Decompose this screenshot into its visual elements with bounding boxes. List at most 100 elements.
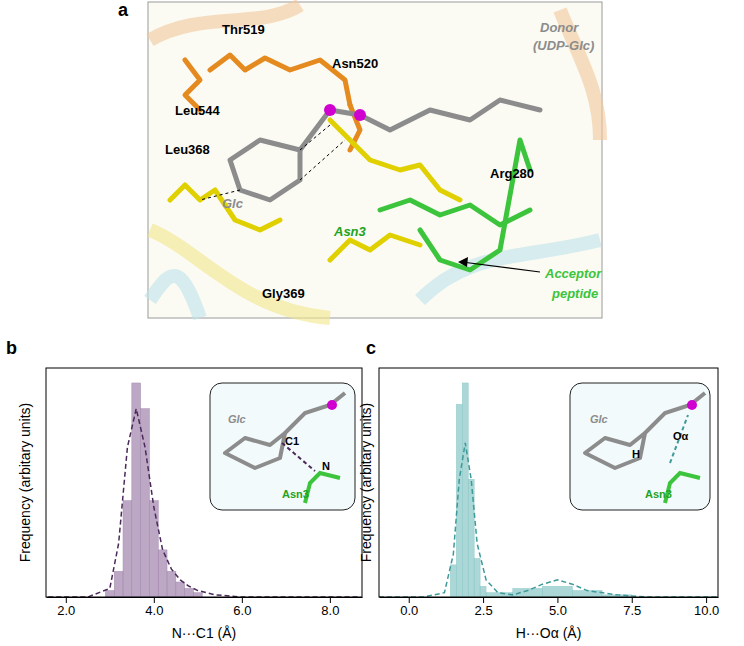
arrow: [462, 262, 540, 272]
inset-label: H: [632, 448, 640, 460]
inset-box: [570, 383, 710, 510]
histogram-bar: [114, 571, 123, 597]
structure-label: (UDP-Glc): [533, 38, 594, 53]
x-tick: 2.5: [475, 597, 493, 618]
x-tick: 10.0: [694, 597, 719, 618]
inset-phosphate: [687, 400, 697, 410]
x-axis-line: [47, 597, 363, 598]
histogram-bar: [193, 593, 202, 597]
x-tick-label: 8.0: [321, 603, 339, 618]
hbond: [300, 140, 345, 180]
histogram-bar: [456, 404, 462, 597]
plot-area: [379, 383, 718, 597]
structure-label: Asn3: [333, 224, 367, 239]
stick: [210, 55, 350, 105]
panel-label: c: [366, 338, 376, 358]
ribbon: [150, 230, 330, 318]
structure-label: peptide: [551, 286, 598, 301]
structure-label: Thr519: [222, 22, 265, 37]
structure-label: Donor: [540, 20, 579, 35]
x-tick-mark: [706, 597, 707, 603]
phosphate: [354, 109, 366, 121]
histogram-bar: [513, 588, 543, 597]
x-axis-title: H···Oα (Å): [516, 625, 582, 641]
x-tick-label: 4.0: [145, 603, 163, 618]
plot-frame: [379, 368, 718, 597]
inset-label: Asn3: [282, 488, 309, 500]
x-tick: 2.0: [57, 597, 75, 618]
stick: [170, 185, 280, 230]
stick: [420, 140, 530, 270]
x-tick-label: 2.0: [57, 603, 75, 618]
histogram-bar: [474, 558, 480, 597]
inset-phosphate: [327, 400, 337, 410]
inset-label: C1: [285, 435, 299, 447]
inset-ring: [585, 433, 645, 468]
histogram-bar: [185, 588, 194, 597]
x-tick: 7.5: [623, 597, 641, 618]
histogram-bar: [572, 591, 602, 597]
figure: a Thr519 Asn520 Donor (UDP-Glc) Leu544 Leu368 G…: [0, 0, 744, 646]
stick: [300, 100, 540, 150]
inset: GlcHOαAsn3: [570, 383, 710, 510]
hbond: [300, 125, 330, 150]
x-tick: 4.0: [145, 597, 163, 618]
inset-stick: [285, 393, 345, 433]
x-axis: 2.0 4.0 6.0 8.0: [47, 597, 363, 618]
histogram-bar: [149, 501, 158, 597]
histogram-bar: [105, 591, 114, 597]
y-axis-title: Frequency (arbitary units): [358, 403, 374, 563]
inset-distance: [282, 443, 315, 471]
stick: [330, 120, 460, 200]
structure-label: Leu544: [175, 103, 221, 118]
x-tick: 6.0: [233, 597, 251, 618]
x-tick-mark: [483, 597, 484, 603]
histogram-bar: [450, 565, 456, 597]
inset-label: N: [322, 460, 330, 472]
x-tick-mark: [242, 597, 243, 603]
inset-residue: [305, 473, 340, 503]
x-tick: 8.0: [321, 597, 339, 618]
plot-area: [48, 383, 360, 597]
x-axis: 0.0 2.5 5.0 7.5 10.0: [380, 597, 720, 618]
x-tick-mark: [557, 597, 558, 603]
ribbon: [150, 276, 200, 318]
x-axis-line: [380, 597, 719, 598]
structure-frame: [148, 2, 602, 318]
ribbon: [150, 5, 300, 40]
histogram-bar: [123, 501, 132, 597]
panel-label: a: [118, 0, 129, 20]
x-tick: 0.0: [400, 597, 418, 618]
phosphate: [324, 104, 336, 116]
x-tick-label: 7.5: [623, 603, 641, 618]
structure-label: Acceptor: [544, 266, 602, 281]
inset-stick: [645, 393, 705, 433]
y-axis-title: Frequency (arbitary units): [17, 403, 33, 563]
inset-label: Glc: [590, 413, 608, 425]
x-tick-label: 10.0: [694, 603, 719, 618]
panel-label: b: [6, 338, 17, 358]
structure-panel: a Thr519 Asn520 Donor (UDP-Glc) Leu544 Leu368 G…: [118, 0, 602, 318]
histogram-bar: [480, 586, 486, 597]
x-tick-mark: [66, 597, 67, 603]
x-tick-label: 0.0: [400, 603, 418, 618]
x-tick-mark: [632, 597, 633, 603]
plot-frame: [46, 368, 362, 597]
inset: GlcC1NAsn3: [210, 383, 355, 510]
x-tick-mark: [330, 597, 331, 603]
histogram-bar: [543, 586, 573, 597]
arrow-head: [458, 257, 468, 267]
histogram-bar: [176, 582, 185, 597]
inset-box: [210, 383, 355, 510]
structure-label: Glc: [222, 196, 244, 211]
structure-label: Arg280: [490, 166, 534, 181]
structure-label: Leu368: [165, 142, 210, 157]
histogram-bar: [167, 571, 176, 597]
histogram-bar: [462, 383, 468, 597]
stick: [230, 140, 300, 200]
x-tick-label: 5.0: [549, 603, 567, 618]
x-tick: 5.0: [549, 597, 567, 618]
structure-label: Gly369: [262, 286, 305, 301]
inset-distance: [670, 415, 688, 463]
structure-label: Asn520: [332, 56, 378, 71]
